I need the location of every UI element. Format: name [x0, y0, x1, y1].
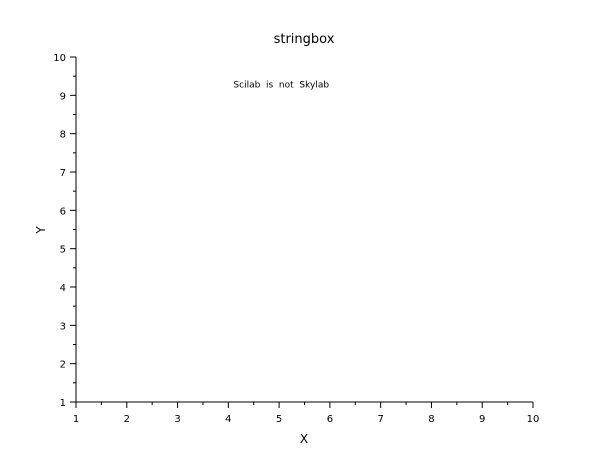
- x-tick-label: 10: [527, 414, 540, 425]
- x-tick-label: 7: [377, 414, 383, 425]
- y-tick-label: 7: [60, 168, 66, 179]
- y-tick-label: 10: [53, 53, 66, 64]
- x-tick-label: 2: [124, 414, 130, 425]
- y-tick-label: 1: [60, 398, 66, 409]
- y-tick-label: 8: [60, 130, 66, 141]
- axes-layer: [75, 57, 533, 403]
- y-axis-label: Y: [34, 226, 48, 235]
- y-tick-label: 2: [60, 360, 66, 371]
- x-tick-label: 6: [327, 414, 333, 425]
- x-tick-label: 8: [428, 414, 434, 425]
- chart-title: stringbox: [274, 32, 335, 47]
- y-tick-label: 5: [60, 245, 66, 256]
- plot-annotation-text: Scilab is not Skylab: [233, 81, 329, 91]
- x-tick-label: 9: [479, 414, 485, 425]
- annotations-layer: Scilab is not Skylab: [233, 81, 329, 91]
- x-tick-label: 1: [73, 414, 79, 425]
- y-tick-label: 9: [60, 91, 66, 102]
- y-tick-label: 4: [60, 283, 66, 294]
- y-tick-label: 3: [60, 321, 66, 332]
- tick-labels-layer: 1 2 3 4 5 6 7 8 9 10 1 2 3 4 5 6 7 8 9 10: [53, 53, 539, 425]
- x-tick-label: 3: [174, 414, 180, 425]
- y-tick-label: 6: [60, 206, 66, 217]
- x-tick-label: 5: [276, 414, 282, 425]
- ticks-layer: [70, 56, 534, 408]
- x-tick-label: 4: [225, 414, 231, 425]
- x-axis-label: X: [300, 432, 308, 446]
